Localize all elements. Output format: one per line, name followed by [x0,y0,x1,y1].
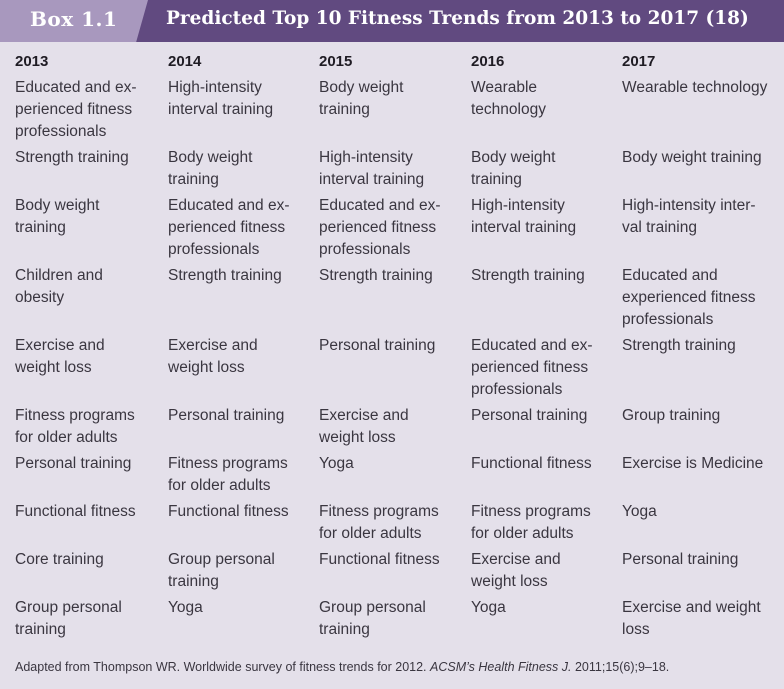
table-cell: Yoga [471,599,506,616]
table-row: Exercise and weight loss Exercise and weigh… [0,335,784,405]
table-cell: Personal training [15,455,132,472]
header-row: 2013 2014 2015 2016 2017 [0,48,784,77]
footnote: Adapted from Thompson WR. Worldwide surv… [15,660,669,674]
table-cell: Group personal training [168,551,275,590]
table-cell: Fitness programs for older adults [15,407,135,446]
table-cell: Group personal training [319,599,426,638]
table-cell: Body weight training [319,79,404,118]
table-cell: Functional fitness [319,551,440,568]
table-cell: Exercise and weight loss [319,407,409,446]
table-row: Children and obesity Strength training Stre… [0,265,784,335]
table-cell: High-intensity interval training [471,197,577,236]
table-cell: Educated and experienced fitness professio… [622,267,756,328]
table-cell: Strength training [622,337,736,354]
table-cell: Wearable technology [471,79,546,118]
table-cell: Fitness programs for older adults [319,503,439,542]
table-row: Core training Group personal training Funct… [0,549,784,597]
table-row: Functional fitness Functional fitness Fitn… [0,501,784,549]
table-row: Educated and ex-perienced fitness profess… [0,77,784,147]
table-cell: Strength training [471,267,585,284]
table-cell: Body weight training [622,149,762,166]
table-cell: Yoga [319,455,354,472]
box-label: Box 1.1 [30,7,118,31]
column-header: 2017 [622,53,656,70]
table-cell: High-intensity interval training [168,79,274,118]
table-cell: Body weight training [168,149,253,188]
table-cell: High-intensity inter-val training [622,197,756,236]
table-cell: Core training [15,551,104,568]
box-title: Predicted Top 10 Fitness Trends from 201… [166,8,749,29]
table-cell: Children and obesity [15,267,103,306]
column-header: 2014 [168,53,202,70]
table-cell: Fitness programs for older adults [471,503,591,542]
table-cell: Educated and ex-perienced fitness profess… [319,197,441,258]
table-cell: Exercise and weight loss [168,337,258,376]
table-cell: Fitness programs for older adults [168,455,288,494]
table-cell: Functional fitness [471,455,592,472]
table-row: Body weight training Educated and ex-perie… [0,195,784,265]
fitness-trends-table: 2013 2014 2015 2016 2017 Educated and ex… [0,48,784,645]
table-cell: Yoga [168,599,203,616]
column-header: 2015 [319,53,353,70]
table-cell: Personal training [471,407,588,424]
table-cell: Educated and ex-perienced fitness profess… [168,197,290,258]
table-cell: Wearable technology [622,79,768,96]
table-cell: Strength training [319,267,433,284]
table-cell: Yoga [622,503,657,520]
table-cell: Group personal training [15,599,122,638]
table-cell: Group training [622,407,721,424]
table-cell: Exercise and weight loss [15,337,105,376]
table-row: Group personal training Yoga Group personal… [0,597,784,645]
table-row: Personal training Fitness programs for old… [0,453,784,501]
table-row: Fitness programs for older adults Personal… [0,405,784,453]
footnote-prefix: Adapted from Thompson WR. Worldwide surv… [15,660,431,674]
table-cell: Personal training [168,407,285,424]
column-header: 2016 [471,53,505,70]
box-label-tab [0,0,148,42]
table-cell: Functional fitness [168,503,289,520]
table-row: Strength training Body weight training High… [0,147,784,195]
table-cell: Personal training [622,551,739,568]
box-header: Box 1.1 Predicted Top 10 Fitness Trends … [0,0,784,42]
footnote-suffix: 2011;15(6);9–18. [571,660,670,674]
table-cell: Exercise is Medicine [622,455,764,472]
table-cell: Educated and ex-perienced fitness profess… [471,337,593,398]
table-cell: Exercise and weight loss [471,551,561,590]
footnote-journal: ACSM’s Health Fitness J. [430,660,572,674]
table-cell: Educated and ex-perienced fitness profess… [15,79,137,140]
table-cell: Exercise and weight loss [622,599,761,638]
table-cell: Strength training [168,267,282,284]
table-cell: Strength training [15,149,129,166]
table-cell: Functional fitness [15,503,136,520]
table-cell: High-intensity interval training [319,149,425,188]
column-header: 2013 [15,53,49,70]
table-cell: Body weight training [15,197,100,236]
table-cell: Personal training [319,337,436,354]
table-cell: Body weight training [471,149,556,188]
